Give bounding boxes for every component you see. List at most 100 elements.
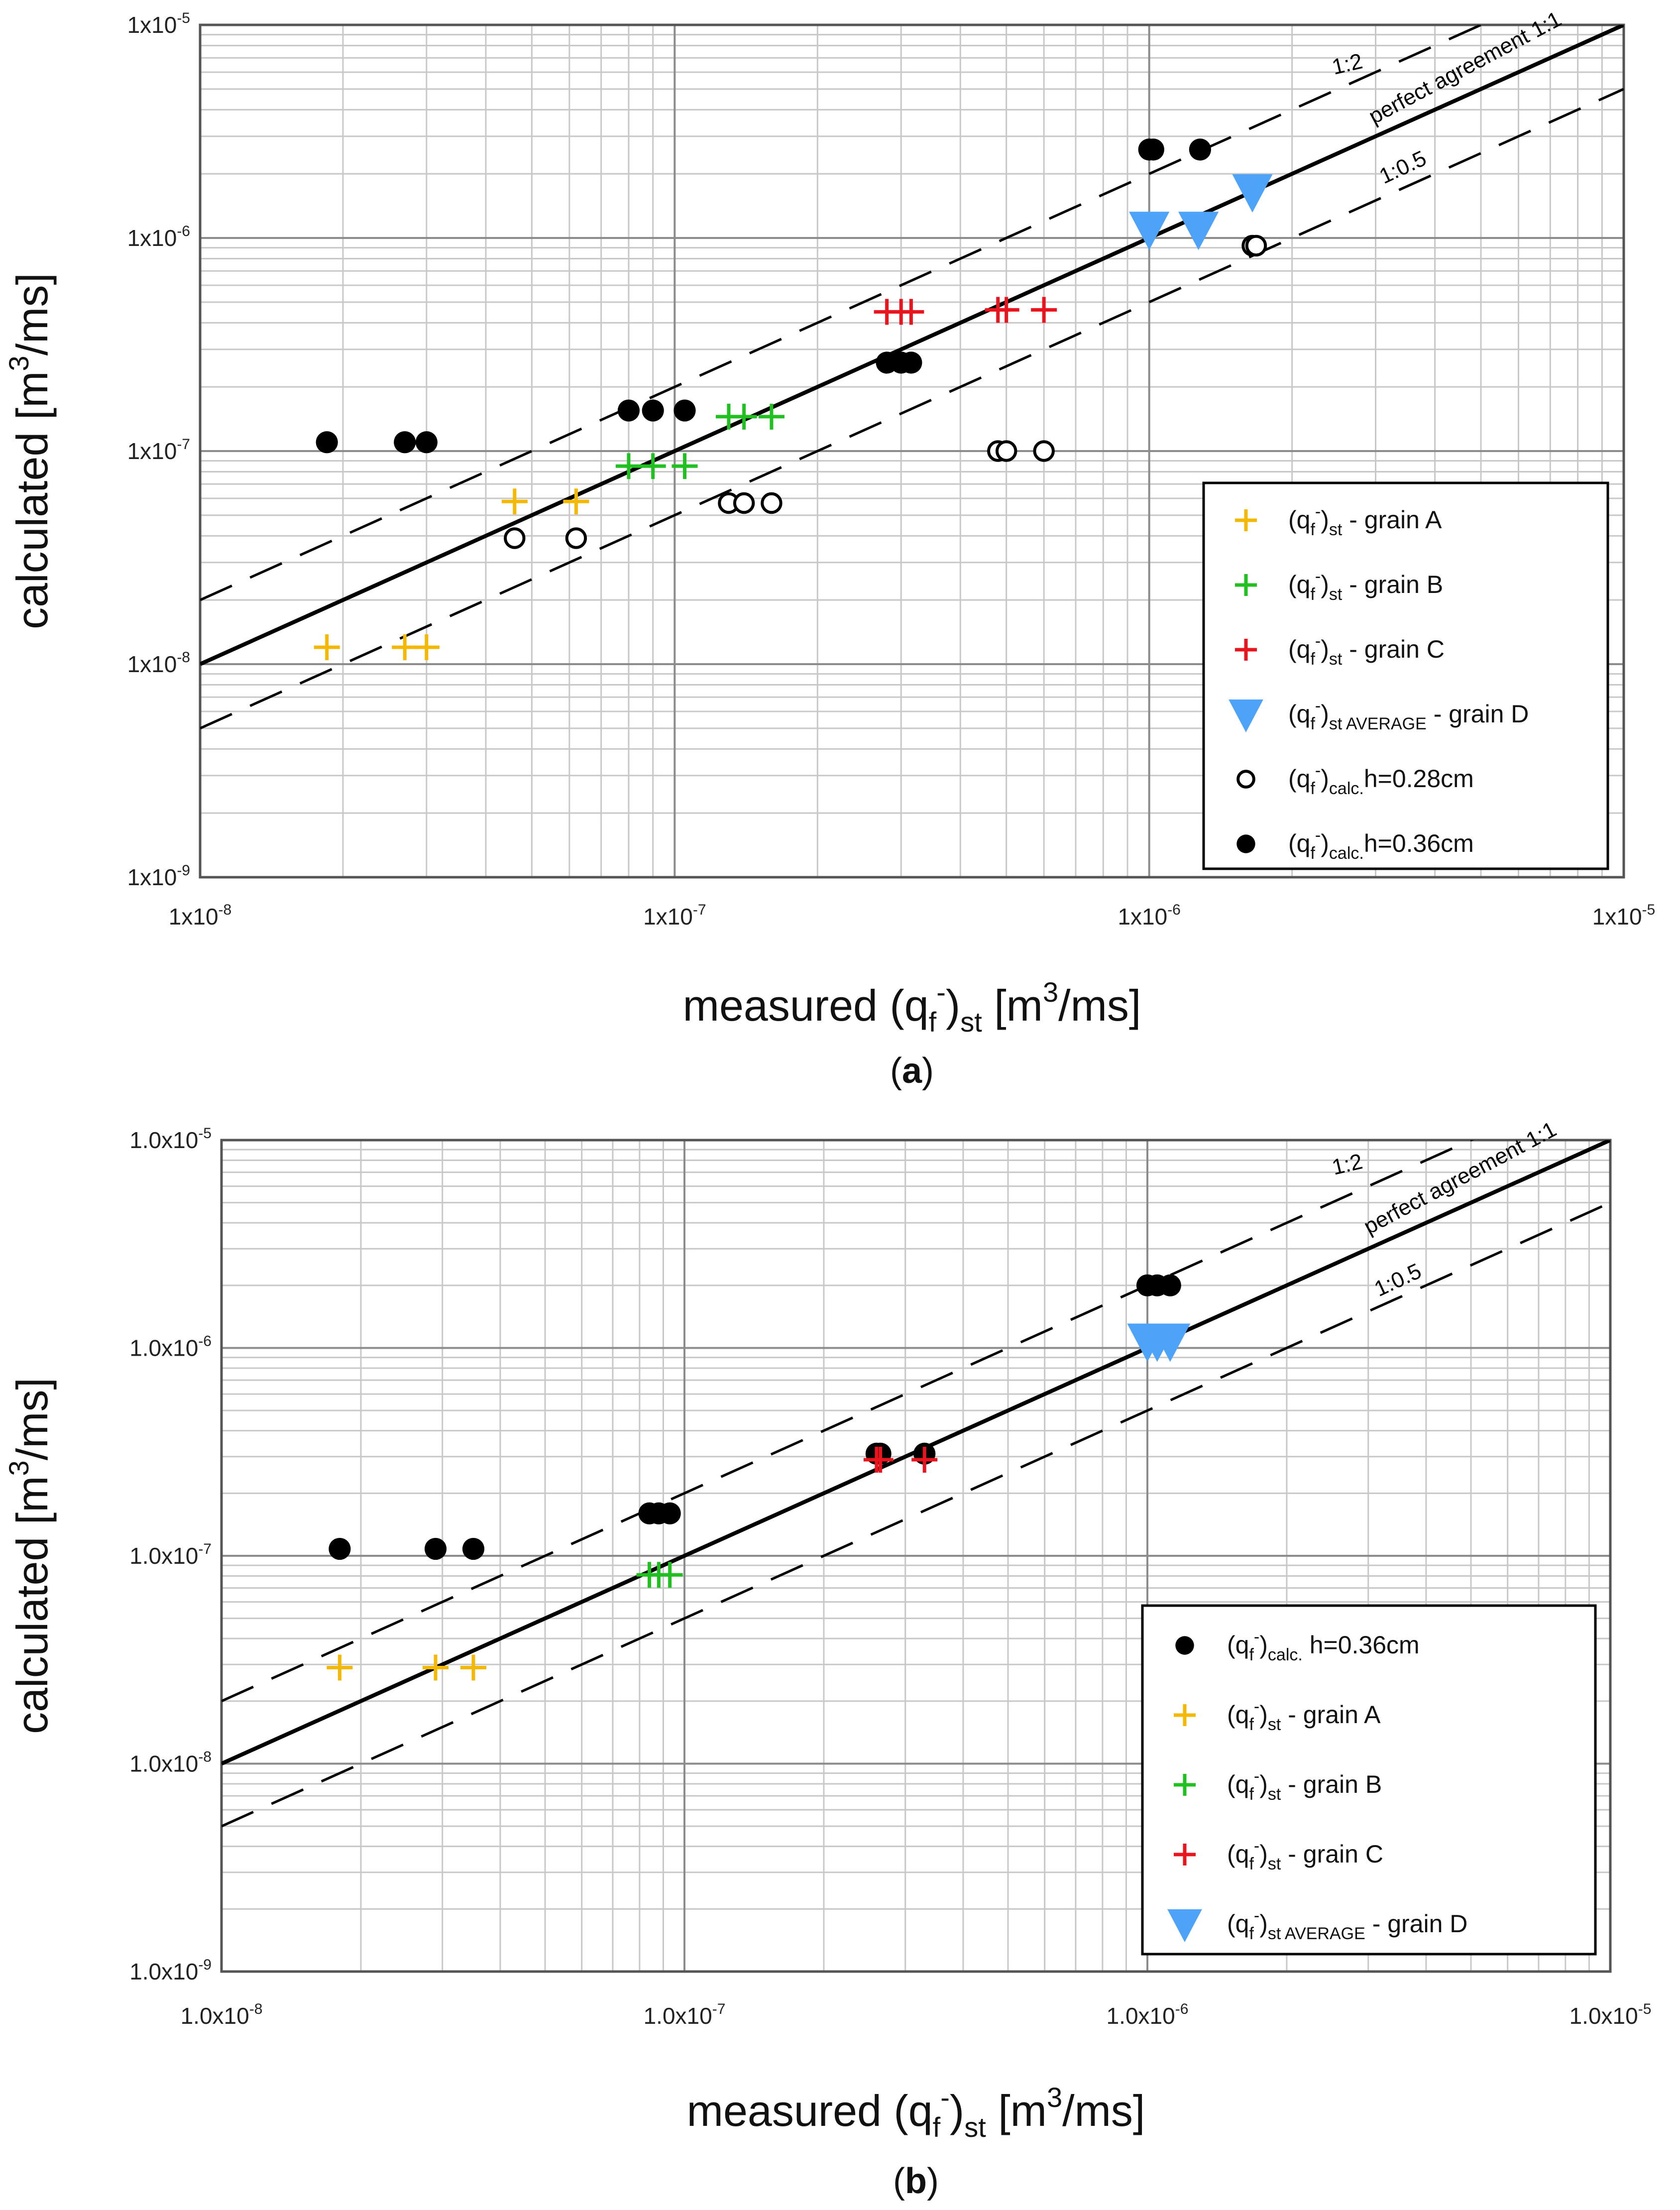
data-point xyxy=(1159,1274,1181,1296)
x-axis-label: measured (qf-)st [m3/ms] xyxy=(687,2082,1145,2143)
data-point xyxy=(659,1502,681,1524)
legend-label: (qf-)st - grain B xyxy=(1227,1767,1382,1804)
y-tick-label: 1x10-7 xyxy=(127,436,190,464)
data-point xyxy=(617,399,640,422)
series-plus-grain_A xyxy=(327,1654,486,1681)
data-series xyxy=(327,1274,1191,1681)
legend-label: (qf-)st - grain C xyxy=(1227,1837,1383,1873)
data-point xyxy=(504,527,526,549)
data-point xyxy=(1142,138,1164,161)
data-point xyxy=(1232,174,1273,213)
legend-item: (qf-)st - grain C xyxy=(1235,632,1445,669)
plot-frame xyxy=(220,1139,1612,1973)
y-tick-label: 1.0x10-7 xyxy=(129,1541,212,1569)
series-triangle-down-grain_D xyxy=(1129,174,1273,250)
data-point xyxy=(733,492,755,514)
x-tick-label: 1x10-8 xyxy=(169,902,231,930)
legend-label: (qf-)st AVERAGE - grain D xyxy=(1288,697,1529,733)
data-series xyxy=(314,138,1273,661)
legend-label: (qf-)calc.h=0.36cm xyxy=(1288,826,1474,863)
x-tick-label: 1.0x10-7 xyxy=(644,2001,726,2029)
legend-item: (qf-)st - grain C xyxy=(1174,1837,1383,1873)
plot-frame xyxy=(199,23,1625,879)
legend-item: (qf-)st - grain B xyxy=(1174,1767,1382,1804)
series-circle-filled-calc xyxy=(329,1274,1181,1560)
legend-label: (qf-)st - grain C xyxy=(1288,632,1445,669)
grid xyxy=(221,1139,1611,1973)
series-plus-grain_C xyxy=(874,297,1057,325)
series-circle-filled-calc xyxy=(316,138,1211,454)
legend-item: (qf-)calc.h=0.28cm xyxy=(1236,761,1474,798)
y-tick-label: 1x10-8 xyxy=(127,649,190,677)
data-point xyxy=(316,431,338,454)
data-point xyxy=(995,440,1017,462)
data-point xyxy=(900,351,922,374)
y-tick-label: 1x10-6 xyxy=(127,223,190,251)
legend-box xyxy=(1141,1604,1597,1956)
x-tick-label: 1.0x10-6 xyxy=(1107,2001,1189,2029)
data-point xyxy=(761,492,783,514)
y-tick-label: 1.0x10-9 xyxy=(129,1957,212,1984)
data-point xyxy=(1178,212,1219,250)
x-tick-label: 1.0x10-5 xyxy=(1569,2001,1652,2029)
series-plus-grain_C xyxy=(863,1446,938,1473)
data-point xyxy=(415,431,438,454)
legend-item: (qf-)calc.h=0.36cm xyxy=(1236,826,1474,863)
legend-item: (qf-)calc. h=0.36cm xyxy=(1175,1628,1420,1664)
series-plus-grain_B xyxy=(615,403,784,479)
series-circle-open-calc xyxy=(504,234,1267,549)
reference-line-05 xyxy=(200,88,1624,730)
legend-label: (qf-)st AVERAGE - grain D xyxy=(1227,1906,1467,1943)
series-triangle-down-grain_D xyxy=(1127,1323,1191,1362)
data-point xyxy=(1189,138,1211,161)
data-point xyxy=(673,399,696,422)
legend-marker xyxy=(1167,1909,1202,1942)
data-point xyxy=(642,399,664,422)
legend-item: (qf-)st AVERAGE - grain D xyxy=(1167,1906,1467,1943)
legend: (qf-)st - grain A (qf-)st - grain B (qf-)s… xyxy=(1202,481,1609,870)
reference-line-05 xyxy=(222,1201,1610,1828)
x-tick-label: 1x10-6 xyxy=(1118,902,1180,930)
series-plus-grain_A xyxy=(314,488,589,661)
legend-item: (qf-)st - grain B xyxy=(1235,567,1443,604)
legend-label: (qf-)st - grain A xyxy=(1288,502,1442,539)
reference-label-line-05: 1:0.5 xyxy=(1371,1259,1425,1301)
data-point xyxy=(424,1537,447,1560)
y-axis-label: calculated [m3/ms] xyxy=(3,1378,57,1734)
reference-line-1 xyxy=(200,25,1624,666)
legend-marker xyxy=(1229,699,1263,732)
y-tick-label: 1.0x10-6 xyxy=(129,1333,212,1361)
panel-caption: (a) xyxy=(890,1051,934,1091)
y-tick-label: 1x10-5 xyxy=(127,10,190,38)
y-tick-label: 1.0x10-5 xyxy=(129,1125,212,1153)
data-point xyxy=(1150,1323,1191,1362)
x-tick-label: 1x10-5 xyxy=(1592,902,1655,930)
y-tick-label: 1.0x10-8 xyxy=(129,1749,212,1777)
x-tick-label: 1.0x10-8 xyxy=(181,2001,263,2029)
reference-line-2 xyxy=(222,1140,1474,1703)
data-point xyxy=(565,527,587,549)
data-point xyxy=(394,431,416,454)
legend-marker xyxy=(1236,834,1255,853)
data-point xyxy=(329,1537,351,1560)
reference-label-line-2: 1:2 xyxy=(1330,49,1365,80)
legend-label: (qf-)st - grain B xyxy=(1288,567,1443,604)
legend-box xyxy=(1202,481,1609,870)
y-tick-label: 1x10-9 xyxy=(127,862,190,890)
data-point xyxy=(1033,440,1055,462)
x-axis-label: measured (qf-)st [m3/ms] xyxy=(683,976,1141,1038)
legend-item: (qf-)st - grain A xyxy=(1174,1697,1381,1734)
series-plus-grain_B xyxy=(636,1562,683,1588)
reference-lines xyxy=(200,25,1624,730)
y-axis-label: calculated [m3/ms] xyxy=(3,273,57,629)
reference-line-2 xyxy=(200,25,1484,601)
legend-item: (qf-)st AVERAGE - grain D xyxy=(1229,697,1529,733)
data-point xyxy=(1129,212,1170,250)
legend-item: (qf-)st - grain A xyxy=(1235,502,1442,539)
legend-marker xyxy=(1236,770,1255,789)
x-tick-label: 1x10-7 xyxy=(643,902,706,930)
reference-label-line-05: 1:0.5 xyxy=(1376,146,1430,189)
